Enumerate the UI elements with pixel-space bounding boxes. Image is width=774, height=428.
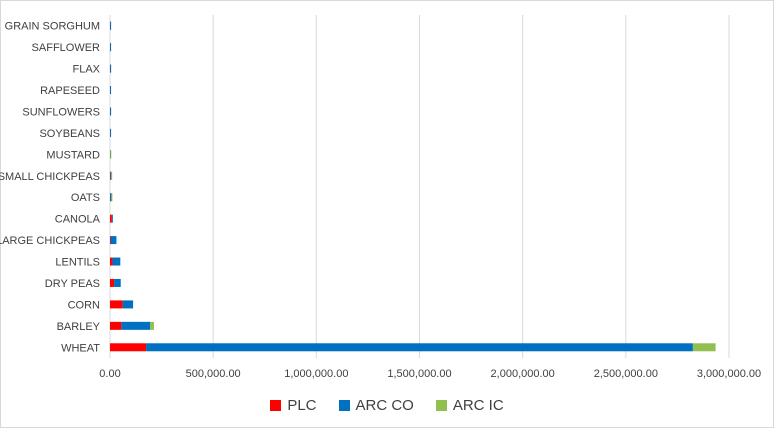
category-labels: WHEAT BARLEY CORN DRY PEAS LENTILS LARGE CHIC…	[0, 21, 101, 355]
legend-swatch-arc-ic	[435, 399, 447, 411]
category-label-corn: CORN	[68, 299, 100, 311]
x-tick-label: 2,000,000.00	[491, 368, 555, 380]
category-label-oats: OATS	[71, 192, 100, 204]
legend-label-arc-co: ARC CO	[355, 396, 414, 414]
bar-plc-dry-peas	[110, 278, 115, 287]
category-label-mustard: MUSTARD	[46, 149, 100, 161]
bar-arc-ic-oats	[111, 193, 113, 202]
bar-arc-ic-wheat	[692, 343, 716, 352]
legend-item-plc: PLC	[270, 396, 317, 414]
x-tick-label: 0.00	[99, 368, 120, 380]
category-label-small-chickpeas: SMALL CHICKPEAS	[0, 171, 100, 183]
x-tick-label: 500,000.00	[186, 368, 241, 380]
bar-arc-co-safflower	[110, 43, 112, 52]
bar-arc-ic-small-chickpeas	[111, 171, 113, 180]
x-tick-label: 1,500,000.00	[387, 368, 451, 380]
bar-arc-ic-mustard	[110, 150, 112, 159]
bar-arc-co-rapeseed	[110, 86, 112, 95]
bar-plc-canola	[110, 214, 112, 223]
category-label-grain-sorghum: GRAIN SORGHUM	[5, 21, 100, 33]
gridlines	[109, 15, 730, 358]
category-label-safflower: SAFFLOWER	[32, 42, 101, 54]
bar-arc-co-small-chickpeas	[110, 171, 112, 180]
bar-arc-co-barley	[121, 321, 151, 330]
bar-arc-ic-barley	[150, 321, 154, 330]
bar-plc-large-chickpeas	[110, 236, 111, 245]
category-label-wheat: WHEAT	[61, 342, 100, 354]
legend: PLC ARC CO ARC IC	[0, 395, 774, 415]
category-label-soybeans: SOYBEANS	[39, 128, 100, 140]
legend-item-arc-ic: ARC IC	[435, 396, 504, 414]
bar-arc-co-sunflowers	[110, 107, 112, 116]
category-label-flax: FLAX	[72, 64, 100, 76]
legend-label-arc-ic: ARC IC	[452, 396, 504, 414]
bar-plc-wheat	[110, 343, 147, 352]
x-tick-label: 3,000,000.00	[697, 368, 761, 380]
bar-arc-co-dry-peas	[114, 278, 121, 287]
bar-plc-barley	[110, 321, 122, 330]
legend-swatch-arc-co	[338, 399, 350, 411]
bar-arc-co-corn	[122, 300, 134, 309]
bar-plc-lentils	[110, 257, 113, 266]
category-label-canola: CANOLA	[55, 214, 101, 226]
bar-arc-co-wheat	[146, 343, 693, 352]
bar-arc-co-grain-sorghum	[110, 21, 112, 30]
legend-label-plc: PLC	[287, 396, 317, 414]
bar-chart: WHEAT BARLEY CORN DRY PEAS LENTILS LARGE CHIC…	[0, 15, 761, 380]
x-tick-label: 1,000,000.00	[284, 368, 348, 380]
bar-plc-corn	[110, 300, 123, 309]
x-tick-label: 2,500,000.00	[594, 368, 658, 380]
bar-arc-co-flax	[110, 64, 112, 73]
bar-arc-co-lentils	[112, 257, 121, 266]
category-label-sunflowers: SUNFLOWERS	[22, 106, 100, 118]
category-label-large-chickpeas: LARGE CHICKPEAS	[0, 235, 100, 247]
legend-swatch-plc	[270, 399, 282, 411]
bar-arc-co-soybeans	[110, 128, 112, 137]
tick-labels: 0.00 500,000.00 1,000,000.00 1,500,000.00 2,…	[99, 368, 761, 380]
category-label-dry-peas: DRY PEAS	[45, 278, 100, 290]
bar-arc-co-oats	[110, 193, 112, 202]
bar-arc-co-canola	[111, 214, 113, 223]
legend-item-arc-co: ARC CO	[338, 396, 414, 414]
bar-arc-co-large-chickpeas	[110, 236, 117, 245]
category-label-rapeseed: RAPESEED	[40, 85, 100, 97]
category-label-barley: BARLEY	[57, 321, 101, 333]
category-label-lentils: LENTILS	[55, 257, 100, 269]
bars	[110, 21, 716, 352]
